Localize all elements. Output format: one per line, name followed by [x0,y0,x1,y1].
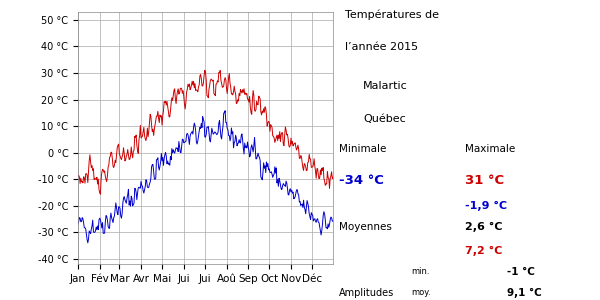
Text: Québec: Québec [363,114,406,124]
Text: -1,9 °C: -1,9 °C [465,201,507,211]
Text: 2,6 °C: 2,6 °C [465,222,502,232]
Text: 7,2 °C: 7,2 °C [465,246,502,256]
Text: 9,1 °C: 9,1 °C [507,288,542,298]
Text: Températures de: Températures de [345,9,439,20]
Text: Minimale: Minimale [339,144,386,154]
Text: Moyennes: Moyennes [339,222,392,232]
Text: -34 °C: -34 °C [339,174,384,187]
Text: Amplitudes: Amplitudes [339,288,394,298]
Text: 31 °C: 31 °C [465,174,504,187]
Text: moy.: moy. [411,288,431,297]
Text: -1 °C: -1 °C [507,267,535,277]
Text: Maximale: Maximale [465,144,515,154]
Text: l’année 2015: l’année 2015 [345,42,418,52]
Text: Malartic: Malartic [363,81,408,91]
Text: min.: min. [411,267,430,276]
